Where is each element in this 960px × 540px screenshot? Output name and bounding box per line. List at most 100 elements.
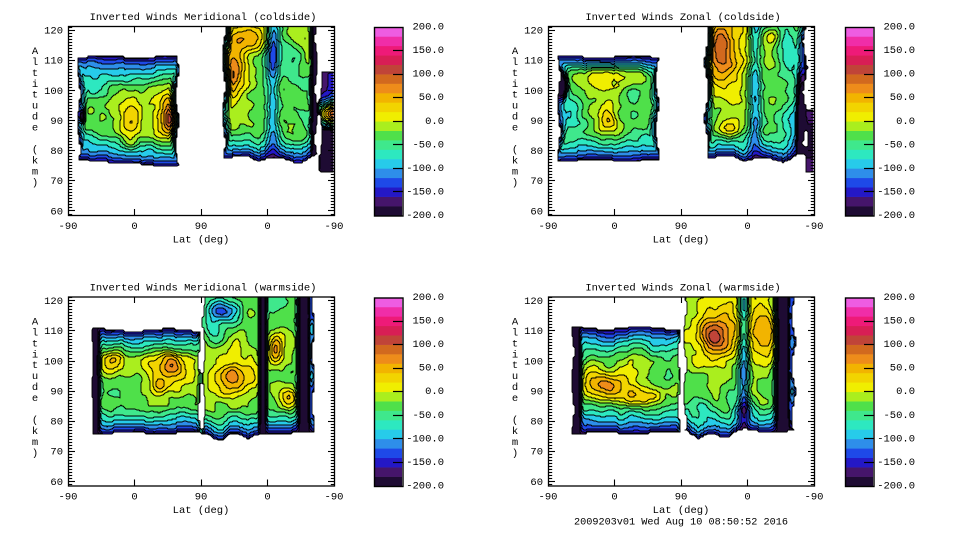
svg-text:200.0: 200.0 (412, 292, 444, 304)
svg-text:d: d (512, 112, 518, 124)
svg-text:60: 60 (50, 477, 63, 489)
svg-text:90: 90 (50, 116, 63, 128)
svg-text:120: 120 (524, 26, 543, 38)
svg-text:(: ( (32, 415, 38, 427)
svg-text:200.0: 200.0 (883, 292, 915, 304)
svg-text:0: 0 (744, 221, 750, 233)
svg-text:-200.0: -200.0 (877, 481, 915, 493)
svg-text:(: ( (512, 145, 518, 157)
svg-text:200.0: 200.0 (412, 22, 444, 34)
svg-text:120: 120 (524, 296, 543, 308)
svg-text:-150.0: -150.0 (406, 457, 444, 469)
svg-text:-100.0: -100.0 (877, 433, 915, 445)
svg-text:60: 60 (50, 206, 63, 218)
svg-text:k: k (32, 156, 38, 168)
svg-text:50.0: 50.0 (419, 92, 444, 104)
svg-text:(: ( (512, 415, 518, 427)
svg-text:150.0: 150.0 (883, 45, 915, 57)
svg-text:0.0: 0.0 (896, 116, 915, 128)
svg-text:): ) (32, 177, 38, 189)
svg-text:t: t (32, 338, 38, 350)
svg-text:150.0: 150.0 (412, 45, 444, 57)
svg-text:t: t (32, 90, 38, 102)
svg-text:50.0: 50.0 (890, 363, 915, 375)
svg-text:k: k (512, 426, 518, 438)
svg-text:-90: -90 (59, 221, 78, 233)
svg-text:90: 90 (530, 116, 543, 128)
svg-text:Lat (deg): Lat (deg) (653, 235, 710, 247)
svg-text:i: i (32, 349, 38, 361)
svg-text:0: 0 (611, 221, 617, 233)
svg-text:90: 90 (530, 386, 543, 398)
svg-text:u: u (32, 371, 38, 383)
svg-text:t: t (32, 68, 38, 80)
svg-text:-50.0: -50.0 (412, 139, 444, 151)
svg-text:80: 80 (530, 417, 543, 429)
svg-text:-200.0: -200.0 (406, 210, 444, 222)
svg-text:-90: -90 (325, 492, 344, 504)
svg-text:0: 0 (264, 492, 270, 504)
svg-text:80: 80 (50, 146, 63, 158)
svg-text:110: 110 (44, 326, 63, 338)
svg-text:100: 100 (44, 356, 63, 368)
svg-text:50.0: 50.0 (890, 92, 915, 104)
svg-text:-90: -90 (539, 492, 558, 504)
svg-text:e: e (512, 123, 518, 135)
svg-text:2009203v01 Wed Aug 10 08:50:52: 2009203v01 Wed Aug 10 08:50:52 2016 (574, 517, 788, 529)
svg-text:l: l (32, 57, 38, 69)
svg-text:A: A (32, 316, 39, 328)
svg-text:150.0: 150.0 (883, 316, 915, 328)
svg-text:-50.0: -50.0 (883, 410, 915, 422)
svg-text:100: 100 (524, 356, 543, 368)
svg-text:-50.0: -50.0 (412, 410, 444, 422)
svg-text:0: 0 (131, 221, 137, 233)
svg-text:0.0: 0.0 (896, 386, 915, 398)
svg-text:): ) (512, 448, 518, 460)
svg-text:m: m (32, 437, 38, 449)
svg-text:-150.0: -150.0 (406, 186, 444, 198)
svg-text:100: 100 (44, 86, 63, 98)
svg-text:l: l (512, 327, 518, 339)
svg-text:Lat (deg): Lat (deg) (173, 505, 230, 517)
svg-text:-150.0: -150.0 (877, 186, 915, 198)
svg-text:e: e (512, 393, 518, 405)
svg-text:d: d (32, 382, 38, 394)
svg-text:100.0: 100.0 (412, 69, 444, 81)
svg-text:m: m (32, 167, 38, 179)
svg-text:t: t (512, 360, 518, 372)
svg-text:Inverted Winds Meridional (col: Inverted Winds Meridional (coldside) (90, 12, 317, 24)
svg-text:150.0: 150.0 (412, 316, 444, 328)
svg-text:100: 100 (524, 86, 543, 98)
svg-text:70: 70 (530, 176, 543, 188)
svg-text:u: u (512, 371, 518, 383)
svg-text:-100.0: -100.0 (877, 163, 915, 175)
svg-text:Lat (deg): Lat (deg) (173, 235, 230, 247)
svg-text:e: e (32, 123, 38, 135)
svg-text:k: k (512, 156, 518, 168)
svg-text:100.0: 100.0 (883, 69, 915, 81)
svg-text:m: m (512, 437, 518, 449)
svg-text:70: 70 (530, 447, 543, 459)
svg-text:-50.0: -50.0 (883, 139, 915, 151)
svg-text:d: d (32, 112, 38, 124)
svg-text:Inverted Winds Zonal (warmside: Inverted Winds Zonal (warmside) (585, 283, 780, 295)
svg-text:t: t (512, 90, 518, 102)
svg-text:u: u (32, 101, 38, 113)
svg-text:-90: -90 (805, 221, 824, 233)
svg-text:90: 90 (195, 221, 208, 233)
svg-text:60: 60 (530, 477, 543, 489)
svg-text:t: t (512, 68, 518, 80)
svg-text:70: 70 (50, 447, 63, 459)
svg-text:i: i (512, 349, 518, 361)
svg-text:90: 90 (675, 492, 688, 504)
svg-text:): ) (32, 448, 38, 460)
svg-text:-90: -90 (539, 221, 558, 233)
svg-text:200.0: 200.0 (883, 22, 915, 34)
svg-text:-90: -90 (59, 492, 78, 504)
svg-text:-200.0: -200.0 (877, 210, 915, 222)
svg-text:80: 80 (530, 146, 543, 158)
svg-text:0.0: 0.0 (425, 116, 444, 128)
svg-text:-100.0: -100.0 (406, 433, 444, 445)
svg-text:t: t (512, 338, 518, 350)
svg-text:100.0: 100.0 (883, 339, 915, 351)
